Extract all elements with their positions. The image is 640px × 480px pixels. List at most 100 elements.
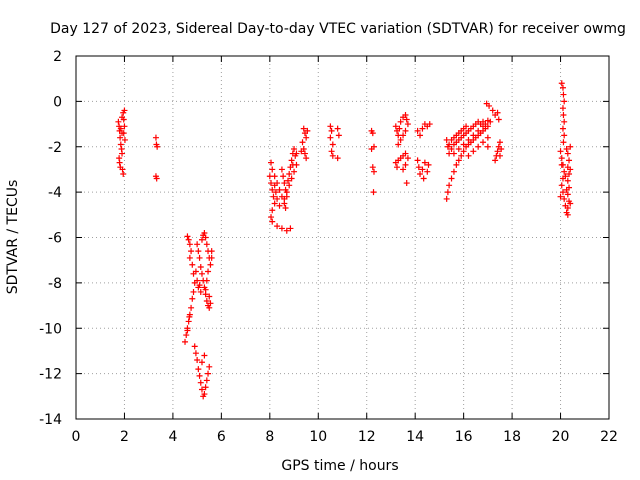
data-point [563,146,570,153]
data-point [269,207,276,214]
data-point [203,298,210,305]
data-point [453,161,460,168]
data-point [196,372,203,379]
data-point [402,150,409,157]
x-tick-label: 22 [600,429,618,445]
data-point [281,180,288,187]
data-point [206,293,213,300]
y-tick-label: -2 [48,140,62,156]
data-point [494,109,501,116]
x-tick-label: 0 [72,429,81,445]
data-point [480,123,487,130]
data-point [329,141,336,148]
chart-title: Day 127 of 2023, Sidereal Day-to-day VTE… [50,21,626,37]
data-point [268,159,275,166]
data-point [558,155,565,162]
y-axis-ticks: 2 0 -2 -4 -6 -8 -10 -12 -14 [39,49,609,428]
data-point [486,102,493,109]
data-point [450,150,457,157]
data-point [120,170,127,177]
data-point [564,205,571,212]
data-point [281,195,288,202]
data-point [402,111,409,118]
y-tick-label: -4 [48,185,62,201]
data-point [182,338,189,345]
data-point [335,132,342,139]
y-axis-label: SDTVAR / TECUs [5,180,21,295]
data-point [419,166,426,173]
data-point [421,159,428,166]
data-point [558,161,565,168]
data-point [394,164,401,171]
data-point [558,182,565,189]
data-point [455,157,462,164]
x-tick-label: 20 [552,429,570,445]
data-point [470,148,477,155]
data-point [119,150,126,157]
data-point [564,211,571,218]
data-point [458,152,465,159]
data-point [567,166,574,173]
data-point [201,352,208,359]
y-tick-label: -14 [39,412,62,428]
data-point [192,268,199,275]
data-point [463,123,470,130]
data-point [395,141,402,148]
data-point [121,123,128,130]
data-point [566,170,573,177]
grid-lines [76,56,609,419]
data-point [404,121,411,128]
data-point [205,370,212,377]
data-point [446,141,453,148]
x-tick-label: 8 [265,429,274,445]
data-point [566,157,573,164]
data-point [402,127,409,134]
data-point [117,141,124,148]
data-point [557,193,564,200]
data-point [560,111,567,118]
data-point [117,125,124,132]
data-point [369,164,376,171]
data-point [282,205,289,212]
data-point [327,123,334,130]
data-point [269,186,276,193]
x-tick-label: 6 [217,429,226,445]
data-point [299,139,306,146]
data-point [274,195,281,202]
data-point [498,146,505,153]
data-point [197,263,204,270]
data-point [480,139,487,146]
data-point [183,332,190,339]
data-point [286,170,293,177]
data-point [415,164,422,171]
plot-frame [75,55,610,420]
data-point [460,148,467,155]
data-point [276,186,283,193]
data-point [196,254,203,261]
data-point [475,127,482,134]
data-point [119,166,126,173]
data-point [287,225,294,232]
data-point [280,173,287,180]
data-point [272,189,279,196]
data-point [186,241,193,248]
data-point [303,155,310,162]
data-point [489,107,496,114]
data-point [194,241,201,248]
data-point [559,125,566,132]
data-point [198,236,205,243]
data-point [276,202,283,209]
data-point [484,134,491,141]
data-point [567,143,574,150]
data-point [119,130,126,137]
data-point [300,125,307,132]
data-point [368,146,375,153]
data-point [470,132,477,139]
data-point [465,136,472,143]
data-point [191,343,198,350]
data-point [414,157,421,164]
data-point [370,168,377,175]
data-point [286,182,293,189]
data-point [203,277,210,284]
data-point [202,384,209,391]
